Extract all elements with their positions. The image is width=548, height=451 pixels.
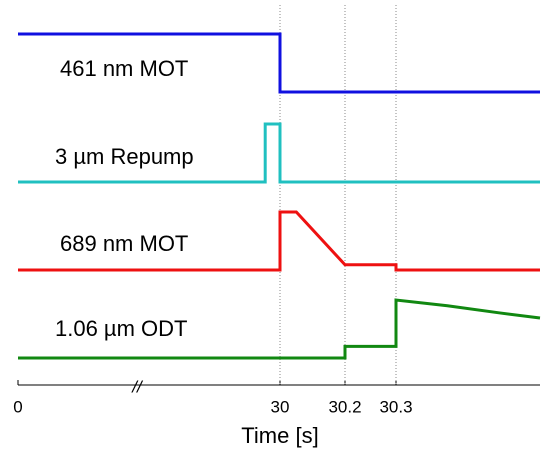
x-axis-label: Time [s] xyxy=(241,423,318,448)
trace xyxy=(18,298,541,360)
legend-label: 461 nm MOT xyxy=(60,56,188,81)
x-tick-label: 30.3 xyxy=(379,397,412,416)
legend-label: 1.06 µm ODT xyxy=(55,316,187,341)
x-tick-label: 0 xyxy=(13,397,22,416)
x-tick-label: 30 xyxy=(271,397,290,416)
legend-label: 3 µm Repump xyxy=(55,144,194,169)
legend-label: 689 nm MOT xyxy=(60,231,188,256)
trace xyxy=(18,210,540,272)
axis-break: // xyxy=(131,377,144,396)
trace xyxy=(18,122,540,184)
trace xyxy=(18,32,540,94)
x-tick-label: 30.2 xyxy=(328,397,361,416)
